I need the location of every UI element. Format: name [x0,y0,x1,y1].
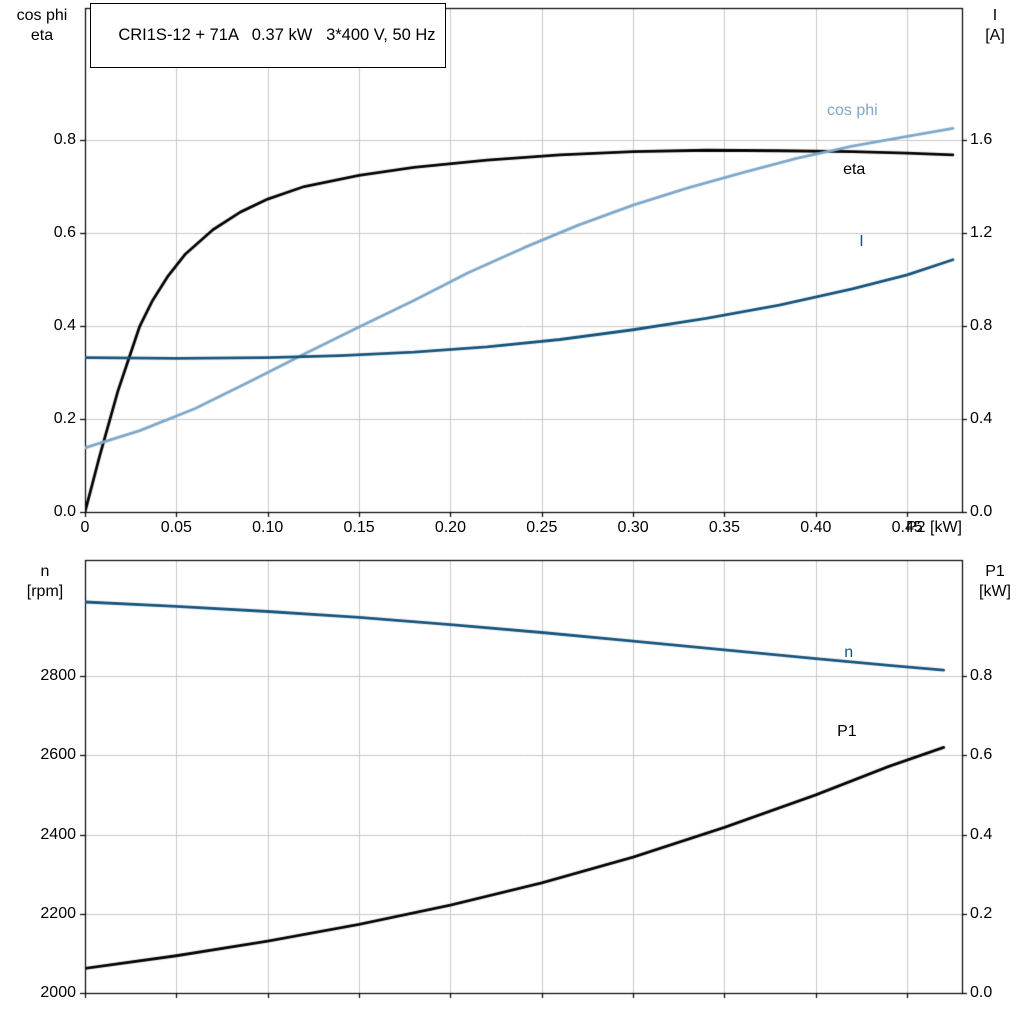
right-tick-label: 0.0 [970,984,993,1001]
left-tick-label: 2000 [40,984,76,1001]
right-tick-label: 1.2 [970,224,993,242]
left-tick-label: 2400 [40,825,76,843]
left-tick-label: 2800 [40,667,76,685]
curve-label-speed: n [844,644,854,662]
left-tick-label: 0.0 [53,503,76,520]
axis-title-p1: P1 [985,563,1005,580]
curve-label-p1: P1 [837,722,857,740]
right-tick-label: 0.6 [970,746,993,764]
right-tick-label: 0.4 [970,825,993,843]
curve-label-eta: eta [843,161,866,179]
top-right-axis-title: I [A] [966,6,1024,46]
x-tick-label: 0.15 [343,519,375,536]
chart-title: CRI1S-12 + 71A 0.37 kW 3*400 V, 50 Hz [118,26,436,44]
axis-title-speed-unit: [rpm] [26,583,64,600]
bottom-right-axis-title: P1 [kW] [966,562,1024,602]
right-tick-label: 0.4 [970,410,993,427]
x-tick-label: 0.05 [160,519,192,536]
x-tick-label: 0.40 [800,519,832,536]
axis-title-eta: eta [30,27,54,44]
curve-label-current: I [859,233,864,251]
left-tick-label: 0.4 [53,317,76,335]
x-tick-label: 0.25 [526,519,558,536]
left-tick-label: 0.8 [53,131,76,149]
axis-title-current: I [992,7,998,24]
right-tick-label: 1.6 [970,131,993,149]
x-tick-label: 0.30 [617,519,649,536]
right-tick-label: 0.2 [970,904,993,922]
left-tick-label: 0.2 [53,410,76,427]
x-tick-label: 0.45 [891,519,923,536]
x-tick-label: 0.10 [252,519,284,536]
curve-label-cos-phi: cos phi [827,102,878,120]
chart-title-box: CRI1S-12 + 71A 0.37 kW 3*400 V, 50 Hz [90,3,446,68]
x-axis-title: P2 [kW] [905,519,962,536]
right-tick-label: 0.8 [970,317,993,335]
axis-title-current-unit: [A] [985,27,1005,44]
top-left-axis-title: cos phi eta [0,6,84,46]
left-tick-label: 2600 [40,746,76,764]
axis-title-p1-unit: [kW] [979,583,1011,600]
bottom-left-axis-title: n [rpm] [0,562,90,602]
left-tick-label: 0.6 [53,224,76,242]
axis-title-speed: n [40,563,50,580]
x-tick-label: 0.35 [708,519,741,536]
right-tick-label: 0.8 [970,667,993,685]
axis-title-cos-phi: cos phi [16,7,68,24]
x-tick-label: 0 [80,519,90,536]
x-tick-label: 0.20 [434,519,466,536]
right-tick-label: 0.0 [970,503,993,520]
left-tick-label: 2200 [40,904,76,922]
